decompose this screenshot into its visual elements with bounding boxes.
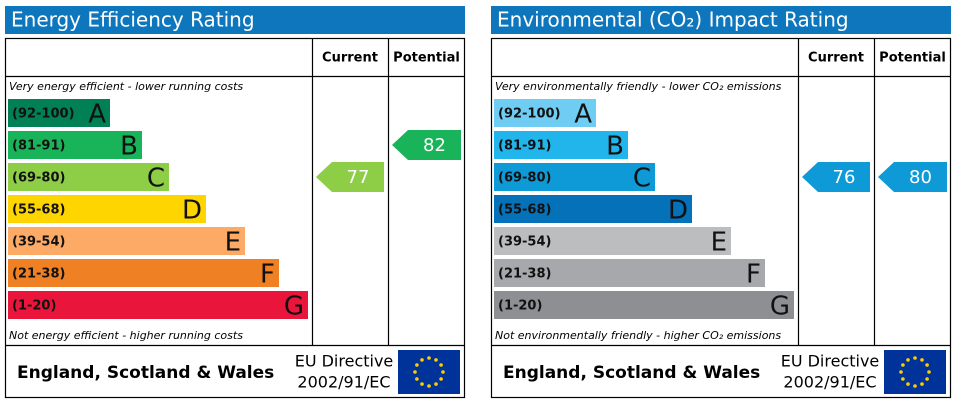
eu-star (927, 370, 931, 374)
rating-value: 82 (423, 135, 446, 156)
band (8, 99, 110, 127)
eu-star (434, 382, 438, 386)
footer-region: England, Scotland & Wales (17, 363, 274, 383)
band-letter: E (711, 228, 727, 258)
band-letter: G (770, 292, 790, 322)
band (494, 99, 596, 127)
band-letter: D (668, 196, 688, 226)
band-range: (1-20) (498, 299, 542, 314)
eu-star (913, 356, 917, 360)
eu-star (415, 377, 419, 381)
eu-star (920, 358, 924, 362)
band-letter: C (633, 164, 651, 194)
eu-star (901, 363, 905, 367)
eu-star (925, 377, 929, 381)
directive: EU Directive (295, 352, 394, 371)
eu-star (906, 382, 910, 386)
column-header: Current (808, 51, 864, 66)
eu-star (415, 363, 419, 367)
band (494, 195, 692, 223)
top-note: Very environmentally friendly - lower CO… (495, 80, 782, 93)
band-range: (92-100) (498, 107, 561, 122)
eu-star (901, 377, 905, 381)
band (8, 131, 142, 159)
band (494, 259, 765, 287)
band-range: (69-80) (12, 171, 65, 186)
band (8, 291, 308, 319)
band-letter: F (746, 260, 761, 290)
title: Energy Efficiency Rating (11, 8, 255, 32)
eu-star (925, 363, 929, 367)
rating-value: 76 (833, 167, 856, 188)
band-range: (1-20) (12, 299, 56, 314)
eu-star (413, 370, 417, 374)
band (494, 131, 628, 159)
rating-arrow (392, 130, 461, 160)
frame (490, 37, 952, 399)
eu-star (906, 358, 910, 362)
band-letter: A (574, 100, 592, 130)
column-header: Current (322, 51, 378, 66)
band (494, 163, 655, 191)
band-range: (69-80) (498, 171, 551, 186)
band-range: (55-68) (12, 203, 65, 218)
eu-star (420, 358, 424, 362)
directive: EU Directive (781, 352, 880, 371)
band-letter: F (260, 260, 275, 290)
directive: 2002/91/EC (297, 373, 390, 392)
top-note: Very energy efficient - lower running co… (9, 80, 243, 93)
eu-star (439, 363, 443, 367)
eu-star (434, 358, 438, 362)
band-range: (55-68) (498, 203, 551, 218)
band-range: (81-91) (498, 139, 551, 154)
band-range: (92-100) (12, 107, 75, 122)
rating-arrow (316, 162, 384, 192)
band-range: (39-54) (498, 235, 551, 250)
band-letter: G (284, 292, 304, 322)
title-bar (491, 6, 951, 34)
band-letter: E (225, 228, 241, 258)
directive: 2002/91/EC (783, 373, 876, 392)
eu-star (913, 384, 917, 388)
band-letter: B (120, 132, 138, 162)
frame (4, 37, 466, 399)
band (494, 291, 794, 319)
column-header: Potential (393, 51, 460, 66)
band-letter: D (182, 196, 202, 226)
band-letter: C (147, 164, 165, 194)
eu-star (420, 382, 424, 386)
bottom-note: Not energy efficient - higher running co… (9, 329, 243, 342)
footer-region: England, Scotland & Wales (503, 363, 760, 383)
band (8, 163, 169, 191)
eu-star (899, 370, 903, 374)
band-range: (81-91) (12, 139, 65, 154)
band-range: (21-38) (12, 267, 65, 282)
rating-arrow (802, 162, 870, 192)
title: Environmental (CO₂) Impact Rating (497, 8, 849, 32)
eu-star (427, 384, 431, 388)
eu-star (427, 356, 431, 360)
column-header: Potential (879, 51, 946, 66)
eu-star (439, 377, 443, 381)
band-letter: B (606, 132, 624, 162)
title-bar (5, 6, 465, 34)
band-range: (39-54) (12, 235, 65, 250)
band (8, 259, 279, 287)
band-range: (21-38) (498, 267, 551, 282)
band-letter: A (88, 100, 106, 130)
band (8, 195, 206, 223)
eu-star (920, 382, 924, 386)
band (494, 227, 731, 255)
eu-star (441, 370, 445, 374)
bottom-note: Not environmentally friendly - higher CO… (495, 329, 781, 342)
rating-arrow (878, 162, 947, 192)
rating-value: 80 (909, 167, 932, 188)
rating-value: 77 (347, 167, 370, 188)
band (8, 227, 245, 255)
